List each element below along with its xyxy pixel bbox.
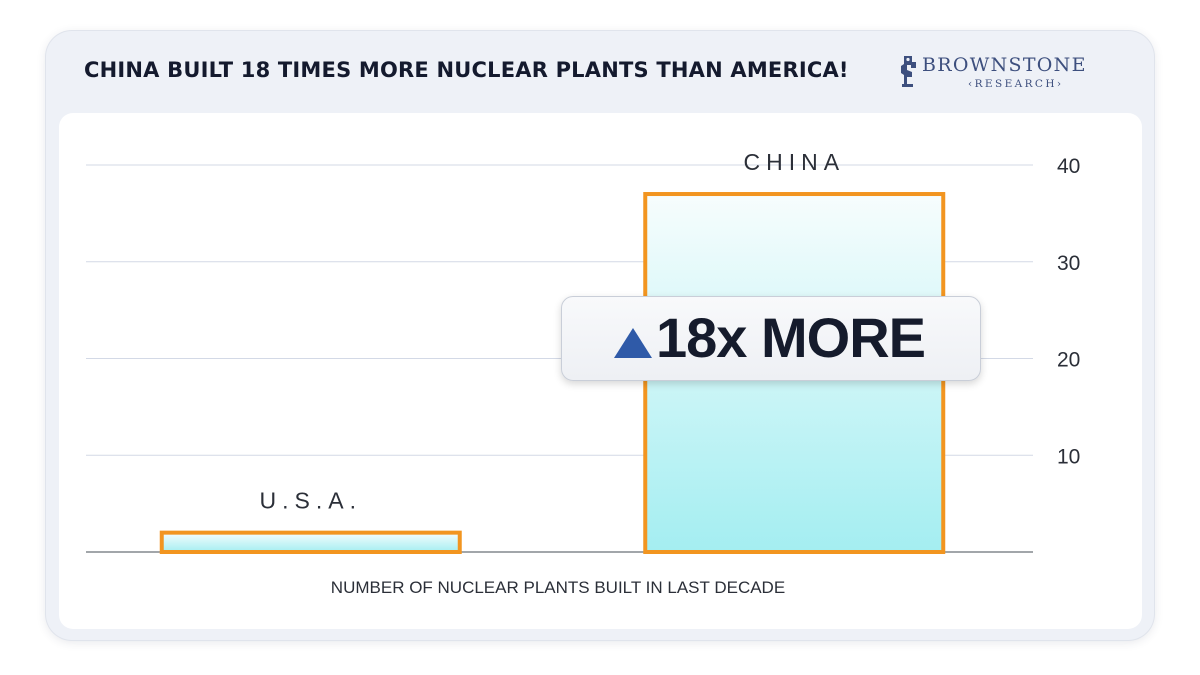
y-tick-label: 30 (1057, 252, 1080, 275)
logo-mark-icon (901, 56, 916, 87)
x-axis-label: NUMBER OF NUCLEAR PLANTS BUILT IN LAST D… (331, 578, 785, 597)
category-label: U.S.A. (260, 488, 362, 514)
triangle-up-icon (614, 328, 652, 358)
callout-text: 18x MORE (656, 306, 926, 369)
bar-usa (159, 530, 462, 555)
category-label: CHINA (743, 149, 845, 175)
comparison-callout: 18x MORE (561, 296, 981, 381)
y-axis-ticks: 10 20 30 40 (1057, 155, 1080, 468)
logo-wordmark: BROWNSTONE (922, 54, 1087, 76)
bar-labels: U.S.A. CHINA (260, 149, 845, 514)
y-tick-label: 20 (1057, 349, 1080, 372)
brownstone-logo: BROWNSTONE ‹RESEARCH› (896, 51, 1126, 95)
y-tick-label: 40 (1057, 155, 1080, 178)
logo-subtitle: ‹RESEARCH› (968, 78, 1064, 90)
y-tick-label: 10 (1057, 445, 1080, 468)
chart-title: CHINA BUILT 18 TIMES MORE NUCLEAR PLANTS… (84, 58, 849, 82)
